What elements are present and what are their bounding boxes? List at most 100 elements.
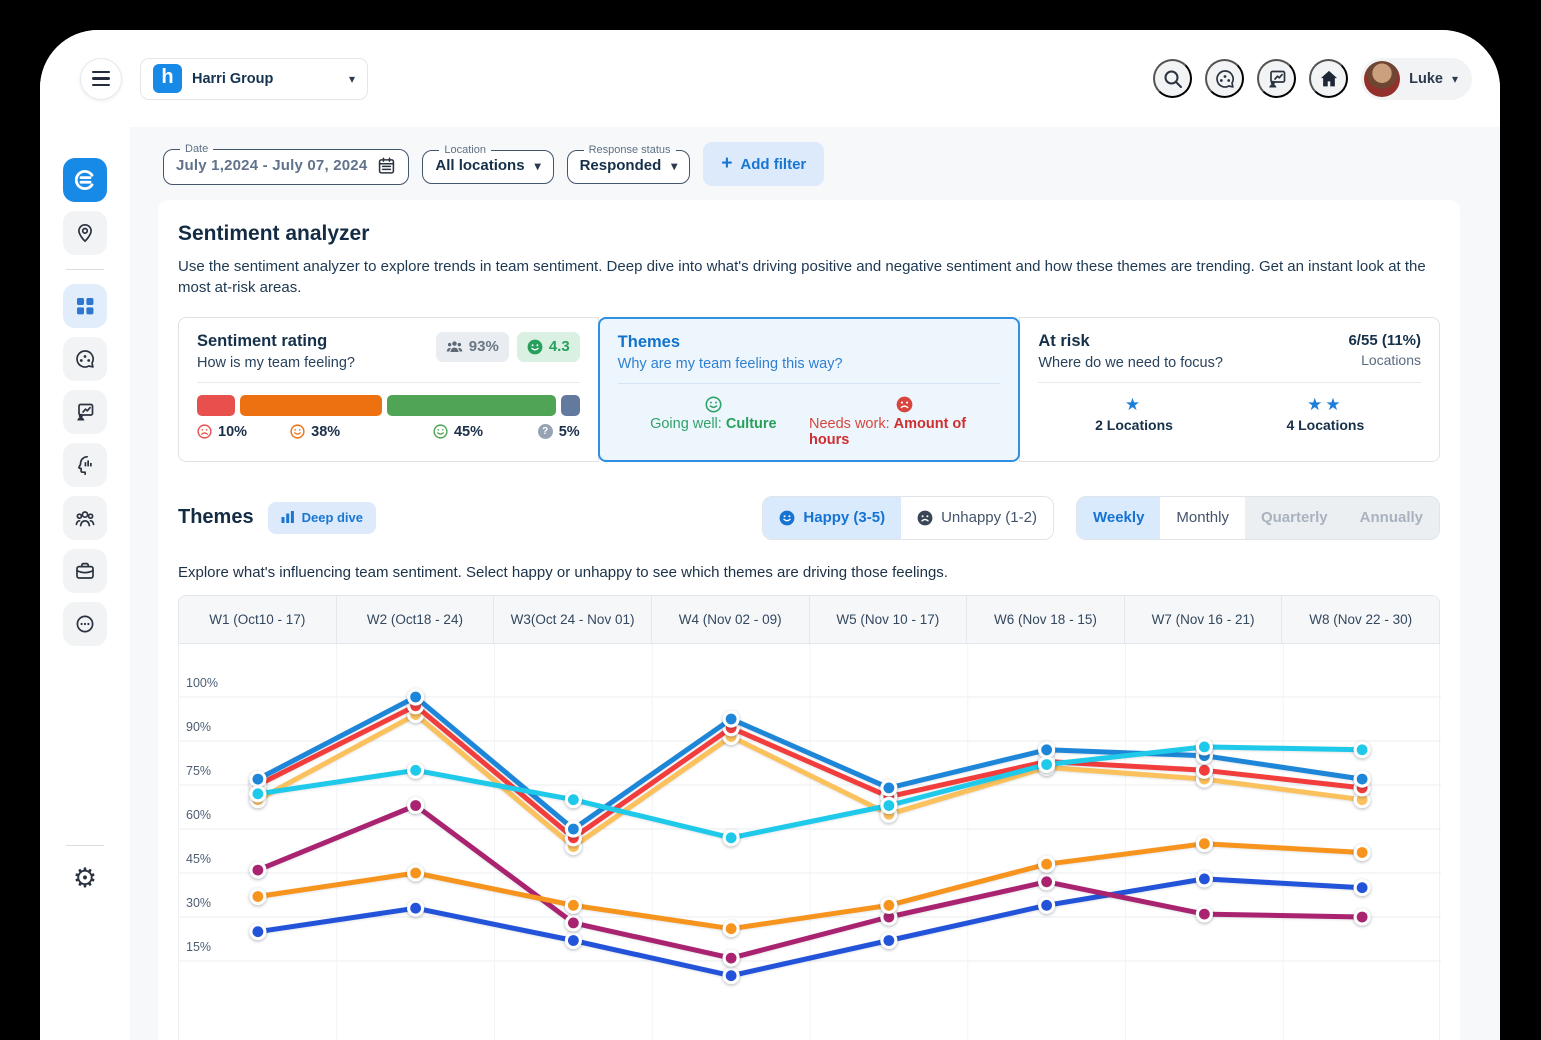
data-point-magenta-w3[interactable] xyxy=(564,913,582,932)
tab-annually[interactable]: Annually xyxy=(1343,496,1439,539)
sidebar-item-engage[interactable] xyxy=(63,158,107,202)
company-selector[interactable]: h Harri Group ▾ xyxy=(140,57,368,100)
sidebar-item-jobs[interactable] xyxy=(63,549,107,593)
data-point-magenta-w6[interactable] xyxy=(1038,872,1056,890)
toggle-happy-3-5[interactable]: Happy (3-5) xyxy=(763,496,902,539)
sad-face-icon xyxy=(197,424,212,439)
data-point-royal-blue-w7[interactable] xyxy=(1195,869,1213,888)
data-point-sky-blue-w6[interactable] xyxy=(1038,740,1056,758)
svg-text:15%: 15% xyxy=(186,940,211,954)
week-column-header-w1[interactable]: W1 (Oct10 - 17) xyxy=(179,595,337,643)
week-column-header-w5[interactable]: W5 (Nov 10 - 17) xyxy=(809,595,968,643)
star-icon: ★ xyxy=(1124,394,1144,414)
data-point-cyan-w2[interactable] xyxy=(407,761,425,779)
week-column-header-w6[interactable]: W6 (Nov 18 - 15) xyxy=(967,595,1125,643)
week-column-header-w8[interactable]: W8 (Nov 22 - 30) xyxy=(1282,595,1439,643)
date-filter[interactable]: Date July 1,2024 - July 07, 2024 xyxy=(163,143,410,185)
data-point-magenta-w4[interactable] xyxy=(722,949,740,967)
data-point-royal-blue-w6[interactable] xyxy=(1038,896,1056,914)
sidebar-item-more[interactable] xyxy=(63,602,107,646)
at-risk-card[interactable]: At risk Where do we need to focus? 6/55 … xyxy=(1019,316,1441,462)
data-point-sky-blue-w5[interactable] xyxy=(880,778,898,797)
training-button[interactable] xyxy=(1257,59,1297,98)
home-button[interactable] xyxy=(1309,59,1349,98)
data-point-magenta-w8[interactable] xyxy=(1353,907,1371,926)
page-description: Use the sentiment analyzer to explore tr… xyxy=(178,258,1426,297)
sidebar-item-dashboard[interactable] xyxy=(63,284,107,328)
series-line-magenta xyxy=(255,802,1365,961)
sidebar-item-locations[interactable] xyxy=(63,211,107,255)
tab-quarterly[interactable]: Quarterly xyxy=(1244,496,1344,539)
response-status-filter[interactable]: Response status Responded ▾ xyxy=(566,144,691,184)
tab-weekly[interactable]: Weekly xyxy=(1076,496,1161,539)
harri-logo: h xyxy=(153,64,182,93)
sidebar-item-feedback[interactable] xyxy=(63,337,107,381)
summary-cards: Sentiment rating How is my team feeling? xyxy=(178,316,1441,462)
tab-monthly[interactable]: Monthly xyxy=(1160,496,1245,539)
themes-card[interactable]: Themes Why are my team feeling this way?… xyxy=(597,316,1021,462)
feedback-chat-button[interactable] xyxy=(1205,59,1245,98)
dashboard-grid-icon xyxy=(77,298,94,315)
data-point-cyan-w7[interactable] xyxy=(1195,737,1213,756)
week-column-header-w3[interactable]: W3(Oct 24 - Nov 01) xyxy=(494,595,652,643)
week-column-header-w2[interactable]: W2 (Oct18 - 24) xyxy=(336,595,495,643)
data-point-orange-w1[interactable] xyxy=(249,887,267,905)
data-point-royal-blue-w2[interactable] xyxy=(407,899,425,917)
search-button[interactable] xyxy=(1153,59,1193,98)
hamburger-menu-button[interactable] xyxy=(80,57,122,100)
presentation-person-icon xyxy=(77,403,94,421)
data-point-orange-w6[interactable] xyxy=(1038,855,1056,873)
data-point-royal-blue-w5[interactable] xyxy=(880,931,898,949)
data-point-cyan-w4[interactable] xyxy=(722,828,740,846)
data-point-royal-blue-w8[interactable] xyxy=(1353,878,1371,896)
data-point-sky-blue-w4[interactable] xyxy=(722,709,740,728)
chevron-down-icon: ▾ xyxy=(348,71,355,86)
sidebar-item-insights[interactable] xyxy=(63,443,107,487)
user-menu[interactable]: Luke ▾ xyxy=(1361,57,1472,100)
sidebar-item-team[interactable] xyxy=(63,496,107,540)
at-risk-stat-caption: Locations xyxy=(1361,351,1422,368)
data-point-magenta-w1[interactable] xyxy=(249,861,267,879)
happy-face-icon xyxy=(527,339,543,355)
data-point-orange-w8[interactable] xyxy=(1353,843,1371,861)
sentiment-rating-card[interactable]: Sentiment rating How is my team feeling? xyxy=(178,316,599,462)
add-filter-button[interactable]: + Add filter xyxy=(703,142,825,186)
data-point-cyan-w3[interactable] xyxy=(564,790,582,808)
data-point-magenta-w2[interactable] xyxy=(407,796,425,814)
data-point-magenta-w7[interactable] xyxy=(1195,905,1213,923)
data-point-cyan-w1[interactable] xyxy=(249,784,267,802)
data-point-cyan-w6[interactable] xyxy=(1038,755,1056,773)
week-column-header-w4[interactable]: W4 (Nov 02 - 09) xyxy=(651,595,810,643)
data-point-sky-blue-w1[interactable] xyxy=(249,770,267,788)
data-point-royal-blue-w4[interactable] xyxy=(722,966,740,984)
data-point-orange-w2[interactable] xyxy=(407,863,425,882)
card-subtitle: Where do we need to focus? xyxy=(1038,354,1223,371)
data-point-sky-blue-w8[interactable] xyxy=(1353,770,1371,788)
week-column-header-w7[interactable]: W7 (Nov 16 - 21) xyxy=(1124,595,1283,643)
location-filter[interactable]: Location All locations ▾ xyxy=(422,144,554,184)
user-name: Luke xyxy=(1409,70,1443,87)
data-point-orange-w7[interactable] xyxy=(1195,834,1213,852)
sentiment-analyzer-panel: Sentiment analyzer Use the sentiment ana… xyxy=(158,200,1460,1040)
card-title: Sentiment rating xyxy=(197,331,328,350)
toggle-unhappy-1-2[interactable]: Unhappy (1-2) xyxy=(901,496,1053,539)
data-point-royal-blue-w3[interactable] xyxy=(564,931,582,949)
deep-dive-button[interactable]: Deep dive xyxy=(267,501,377,534)
data-point-orange-w5[interactable] xyxy=(880,896,898,914)
sad-face-icon xyxy=(896,396,913,413)
plus-icon: + xyxy=(721,153,733,174)
sidebar-item-training[interactable] xyxy=(63,390,107,434)
data-point-cyan-w5[interactable] xyxy=(880,796,898,814)
chevron-down-icon: ▾ xyxy=(1451,71,1458,86)
data-point-cyan-w8[interactable] xyxy=(1353,740,1371,758)
data-point-royal-blue-w1[interactable] xyxy=(249,922,267,940)
location-filter-label: Location xyxy=(444,144,486,156)
period-tabs: Weekly Monthly Quarterly Annually xyxy=(1075,495,1440,540)
data-point-orange-w3[interactable] xyxy=(564,896,582,914)
at-risk-stat: 6/55 (11%) xyxy=(1348,331,1422,349)
settings-gear-icon[interactable]: ⚙ xyxy=(72,863,98,893)
data-point-orange-w4[interactable] xyxy=(722,919,740,937)
data-point-sky-blue-w2[interactable] xyxy=(407,687,425,706)
data-point-sky-blue-w3[interactable] xyxy=(564,819,582,838)
data-point-red-w7[interactable] xyxy=(1195,761,1213,779)
